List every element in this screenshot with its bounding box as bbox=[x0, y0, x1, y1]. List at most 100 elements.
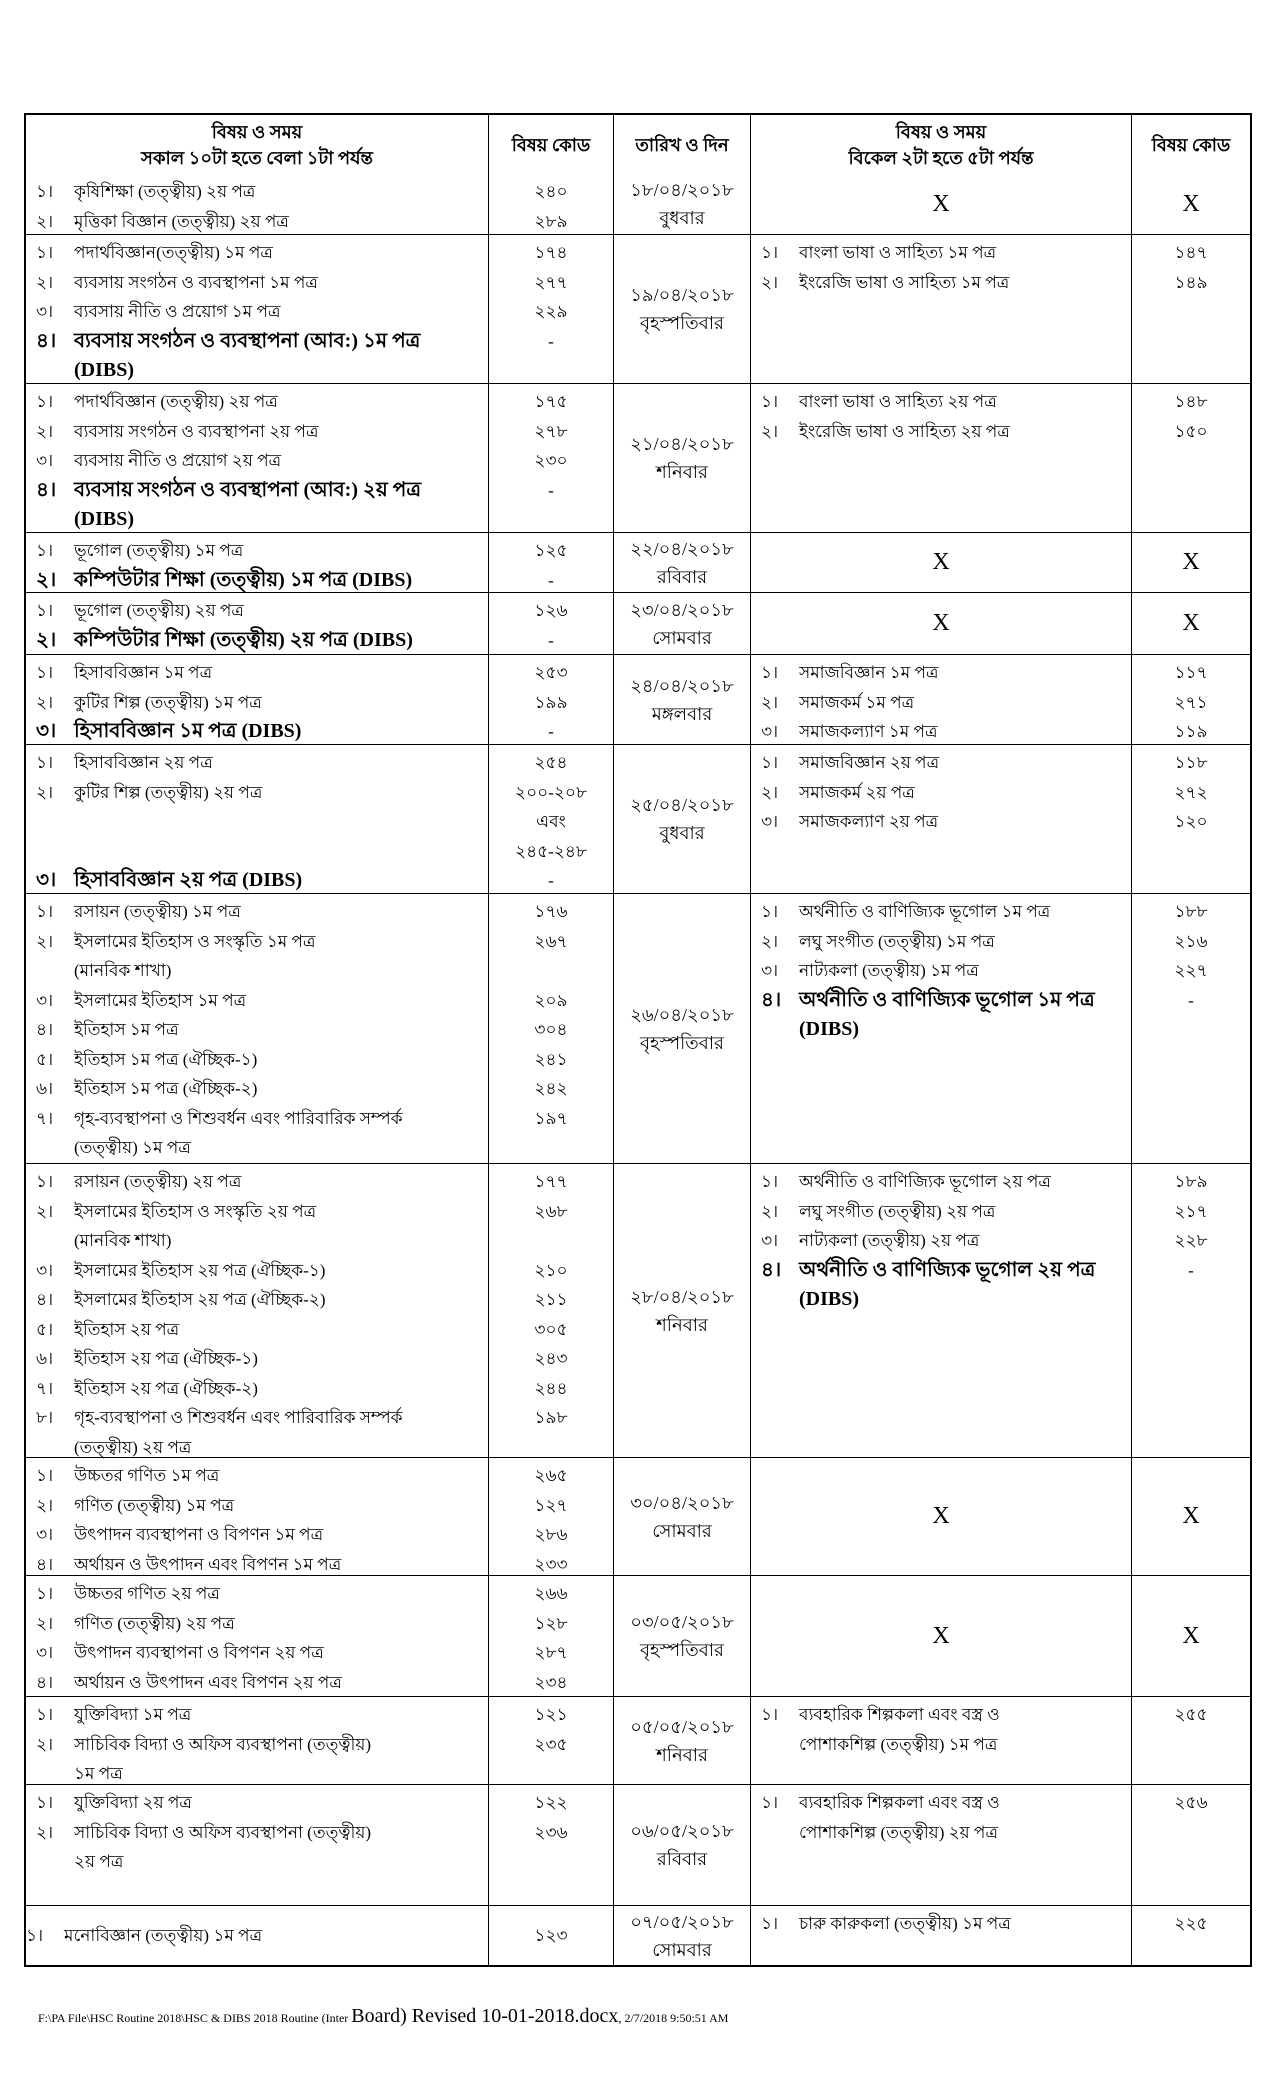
subject-line: ১। উচ্চতর গণিত ১ম পত্র bbox=[36, 1461, 488, 1491]
item-number: ৩। bbox=[36, 451, 54, 470]
subject-code: ১৭৫ bbox=[534, 392, 568, 411]
morning-codes: ২৬৫ ১২৭ ২৮৬ ২৩৩ bbox=[488, 1458, 613, 1575]
subject-code: ১২২ bbox=[534, 1793, 568, 1812]
item-number: ২। bbox=[761, 782, 779, 802]
subject-name: লঘু সংগীত (তত্ত্বীয়) ১ম পত্র bbox=[799, 931, 995, 951]
subject-code: ১২৫ bbox=[534, 541, 568, 560]
subject-line: ৮। গৃহ-ব্যবস্থাপনা ও শিশুবর্ধন এবং পারিবা… bbox=[36, 1403, 488, 1433]
item-number: ২। bbox=[36, 1201, 54, 1221]
item-number: ৪। bbox=[36, 329, 57, 352]
subject-line: ২। সমাজকর্ম ২য় পত্র bbox=[761, 778, 1131, 808]
subject-name: মৃত্তিকা বিজ্ঞান (তত্ত্বীয়) ২য় পত্র bbox=[74, 211, 289, 231]
item-number: ৩। bbox=[36, 720, 57, 742]
subject-code: ২২৮ bbox=[1174, 1231, 1208, 1250]
exam-date: ২৬/০৪/২০১৮ bbox=[630, 1004, 734, 1025]
subject-line: ১। ব্যবহারিক শিল্পকলা এবং বস্ত্র ও bbox=[761, 1700, 1131, 1730]
item-number: ১। bbox=[36, 753, 54, 772]
subject-name: (তত্ত্বীয়) ২য় পত্র bbox=[74, 1437, 192, 1457]
subject-name: ইসলামের ইতিহাস ও সংস্কৃতি ২য় পত্র bbox=[74, 1201, 317, 1221]
item-number bbox=[36, 356, 74, 386]
morning-subjects: ১। হিসাববিজ্ঞান ২য় পত্র ২। কুটির শিল্প (তত… bbox=[26, 745, 488, 893]
item-number: ৫। bbox=[36, 1049, 54, 1069]
subject-code: ১৭৬ bbox=[534, 902, 568, 921]
morning-codes: ১২৫ - bbox=[488, 533, 613, 592]
afternoon-subjects: ১। বাংলা ভাষা ও সাহিত্য ১ম পত্র ২। ইংরেজি ভ… bbox=[750, 235, 1131, 383]
header-afternoon-title: বিষয় ও সময় bbox=[895, 121, 987, 142]
subject-code: ২১৭ bbox=[1174, 1201, 1208, 1221]
item-number bbox=[36, 807, 74, 837]
exam-date: ২৩/০৪/২০১৮ bbox=[630, 599, 734, 620]
subject-line: ১। সমাজবিজ্ঞান ১ম পত্র bbox=[761, 658, 1131, 688]
exam-date-day: ০৫/০৫/২০১৮ শনিবার bbox=[613, 1697, 750, 1784]
subject-code: ২০০-২০৮ bbox=[515, 782, 587, 802]
afternoon-none: X bbox=[750, 1576, 1131, 1696]
footer-path: F:\PA File\HSC Routine 2018\HSC & DIBS 2… bbox=[38, 2011, 352, 2025]
subject-line: (মানবিক শাখা) bbox=[36, 956, 488, 986]
subject-line: ৪। অর্থনীতি ও বাণিজ্যিক ভূগোল ১ম পত্র bbox=[761, 986, 1131, 1016]
exam-date-day: ১৯/০৪/২০১৮ বৃহস্পতিবার bbox=[613, 235, 750, 383]
subject-line: ৩। সমাজকল্যাণ ২য় পত্র bbox=[761, 807, 1131, 837]
afternoon-none: X bbox=[750, 533, 1131, 592]
morning-subjects: ১। মনোবিজ্ঞান (তত্ত্বীয়) ১ম পত্র bbox=[26, 1906, 488, 1965]
subject-code: ২১১ bbox=[534, 1290, 568, 1309]
subject-code: ২৭২ bbox=[1174, 782, 1208, 802]
morning-codes: ১২৬ - bbox=[488, 593, 613, 654]
item-number: ১। bbox=[761, 753, 779, 772]
subject-line: (DIBS) bbox=[36, 356, 488, 386]
subject-code: - bbox=[548, 871, 554, 890]
exam-date-day: ২৪/০৪/২০১৮ মঙ্গলবার bbox=[613, 655, 750, 744]
subject-code: ২৪০ bbox=[534, 182, 568, 201]
subject-name: অর্থনীতি ও বাণিজ্যিক ভূগোল ২য় পত্র bbox=[799, 1172, 1051, 1191]
subject-name: বাংলা ভাষা ও সাহিত্য ২য় পত্র bbox=[799, 392, 997, 411]
exam-date-day: ২৬/০৪/২০১৮ বৃহস্পতিবার bbox=[613, 894, 750, 1163]
morning-codes: ২৫৪ ২০০-২০৮ এবং ২৪৫-২৪৮ - bbox=[488, 745, 613, 893]
subject-line: ২। ইংরেজি ভাষা ও সাহিত্য ২য় পত্র bbox=[761, 417, 1131, 447]
subject-line: ৪। ব্যবসায় সংগঠন ও ব্যবস্থাপনা (আব:) ১ম … bbox=[36, 327, 488, 357]
exam-day: শনিবার bbox=[656, 1314, 708, 1335]
morning-subjects: ১। উচ্চতর গণিত ২য় পত্র ২। গণিত (তত্ত্বীয়)… bbox=[26, 1576, 488, 1696]
subject-line: ১। মনোবিজ্ঞান (তত্ত্বীয়) ১ম পত্র bbox=[26, 1921, 488, 1951]
subject-code: ২৫৬ bbox=[1174, 1793, 1208, 1812]
subject-code: ১২০ bbox=[1174, 812, 1208, 831]
subject-code bbox=[489, 956, 613, 986]
subject-code: ১৮৮ bbox=[1174, 902, 1208, 921]
item-number: ২। bbox=[36, 1613, 54, 1633]
subject-name: ইংরেজি ভাষা ও সাহিত্য ১ম পত্র bbox=[799, 272, 1010, 292]
header-code-2: বিষয় কোড bbox=[1131, 115, 1250, 174]
exam-date-day: ০৬/০৫/২০১৮ রবিবার bbox=[613, 1785, 750, 1905]
exam-row: ১। যুক্তিবিদ্যা ২য় পত্র ২। সাচিবিক বিদ্যা … bbox=[26, 1784, 1250, 1905]
subject-line: ১। ব্যবহারিক শিল্পকলা এবং বস্ত্র ও bbox=[761, 1788, 1131, 1818]
exam-day: শনিবার bbox=[656, 462, 708, 482]
subject-code bbox=[489, 505, 613, 535]
morning-subjects: ১। যুক্তিবিদ্যা ২য় পত্র ২। সাচিবিক বিদ্যা … bbox=[26, 1785, 488, 1905]
item-number: ২। bbox=[761, 421, 779, 441]
subject-line: ২। কুটির শিল্প (তত্ত্বীয়) ১ম পত্র bbox=[36, 688, 488, 718]
subject-name: গণিত (তত্ত্বীয়) ১ম পত্র bbox=[74, 1495, 235, 1515]
subject-code: ৩০৫ bbox=[534, 1319, 568, 1339]
item-number: ২। bbox=[36, 931, 54, 951]
subject-code bbox=[489, 1226, 613, 1256]
item-number: ৮। bbox=[36, 1408, 54, 1427]
subject-line: ৪। ব্যবসায় সংগঠন ও ব্যবস্থাপনা (আব:) ২য়… bbox=[36, 476, 488, 506]
subject-line: ৫। ইতিহাস ১ম পত্র (ঐচ্ছিক-১) bbox=[36, 1045, 488, 1075]
exam-routine-table: বিষয় ও সময় সকাল ১০টা হতে বেলা ১টা পর্য… bbox=[24, 113, 1252, 1967]
item-number: ৩। bbox=[36, 1643, 54, 1662]
subject-name: সমাজবিজ্ঞান ২য় পত্র bbox=[799, 753, 940, 772]
item-number: ৩। bbox=[761, 961, 779, 980]
exam-date: ১৮/০৪/২০১৮ bbox=[630, 180, 734, 200]
subject-name: চারু কারুকলা (তত্ত্বীয়) ১ম পত্র bbox=[799, 1914, 1011, 1933]
subject-name: ইসলামের ইতিহাস ২য় পত্র (ঐচ্ছিক-২) bbox=[74, 1290, 326, 1309]
header-morning-title: বিষয় ও সময় bbox=[211, 121, 303, 142]
subject-line: (DIBS) bbox=[36, 505, 488, 535]
subject-name: কম্পিউটার শিক্ষা (তত্ত্বীয়) ২য় পত্র (D… bbox=[74, 628, 413, 651]
subject-code: ২৮৯ bbox=[534, 211, 568, 231]
subject-name: বাংলা ভাষা ও সাহিত্য ১ম পত্র bbox=[799, 243, 997, 262]
subject-line: ২। কুটির শিল্প (তত্ত্বীয়) ২য় পত্র bbox=[36, 778, 488, 808]
exam-day: বুধবার bbox=[659, 208, 705, 228]
morning-codes: ১৭৭ ২৬৮ ২১০ ২১১ ৩০৫ ২৪৩ ২৪৪ ১৯৮ bbox=[488, 1164, 613, 1457]
subject-name: পোশাকশিল্প (তত্ত্বীয়) ২য় পত্র bbox=[799, 1822, 998, 1842]
subject-line: ৪। ইতিহাস ১ম পত্র bbox=[36, 1015, 488, 1045]
exam-date: ০৭/০৫/২০১৮ bbox=[630, 1911, 734, 1932]
item-number: ২। bbox=[36, 628, 57, 651]
exam-date: ০৩/০৫/২০১৮ bbox=[630, 1612, 734, 1632]
